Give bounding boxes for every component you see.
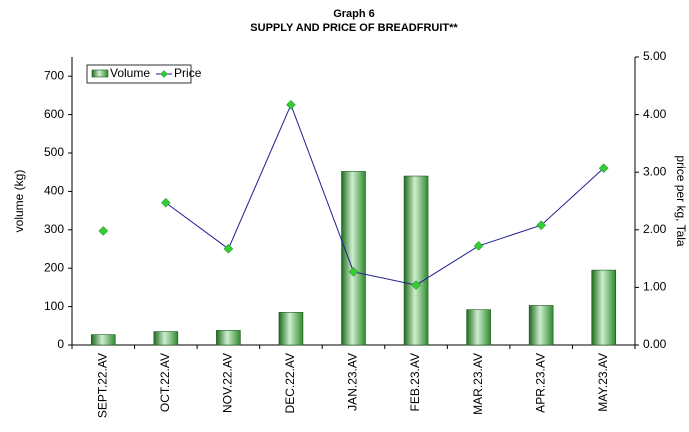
legend-label: Price	[174, 66, 202, 80]
legend-label: Volume	[110, 66, 150, 80]
bar	[591, 269, 617, 346]
x-tick-label: MAY.23.AV	[596, 353, 610, 412]
price-marker	[286, 99, 296, 110]
bar	[341, 171, 366, 346]
x-tick-label: APR.23.AV	[533, 353, 547, 413]
y-tick-label: 400	[44, 184, 64, 198]
x-tick-label: OCT.22.AV	[158, 353, 172, 412]
price-marker	[473, 241, 484, 251]
bar	[528, 305, 554, 346]
x-tick-label: FEB.23.AV	[408, 353, 422, 411]
legend-box	[86, 64, 192, 84]
y-tick-label: 200	[44, 260, 64, 274]
y2-tick-label: 5.00	[643, 49, 667, 63]
y2-tick-label: 2.00	[643, 222, 667, 236]
x-tick-label: DEC.22.AV	[283, 353, 297, 413]
y-tick-label: 300	[44, 222, 64, 236]
legend-marker	[160, 70, 168, 78]
y2-tick-label: 3.00	[643, 164, 667, 178]
x-tick-label: JAN.23.AV	[346, 353, 360, 411]
y-tick-label: 700	[44, 68, 64, 82]
x-tick-label: SEPT.22.AV	[95, 353, 109, 418]
price-marker	[223, 243, 234, 254]
y-tick-label: 500	[44, 145, 64, 159]
price-marker	[411, 280, 421, 290]
y2-tick-label: 4.00	[643, 107, 667, 121]
y2-tick-label: 0.00	[643, 337, 667, 351]
x-tick-label: NOV.22.AV	[221, 353, 235, 413]
price-marker	[536, 220, 547, 231]
legend: Volume Price	[86, 64, 202, 84]
x-tick-label: MAR.23.AV	[471, 353, 485, 415]
bar	[153, 331, 179, 346]
y2-axis-label: price per kg, Tala	[674, 155, 688, 246]
bar	[403, 175, 429, 346]
bar	[466, 309, 491, 346]
y-tick-label: 100	[44, 299, 64, 313]
y2-tick-label: 1.00	[643, 280, 667, 294]
price-marker	[160, 197, 171, 208]
bar	[90, 334, 116, 346]
chart-subtitle: SUPPLY AND PRICE OF BREADFRUIT**	[250, 22, 458, 34]
y-tick-label: 600	[44, 107, 64, 121]
price-marker	[598, 163, 609, 174]
bar	[216, 330, 241, 346]
bar	[278, 312, 304, 346]
price-marker	[98, 226, 109, 236]
y-axis-label: volume (kg)	[12, 170, 26, 233]
chart-title: Graph 6	[333, 8, 375, 20]
price-line	[165, 103, 605, 286]
legend-swatch	[91, 69, 109, 78]
price-marker	[348, 266, 359, 277]
y-tick-label: 0	[57, 337, 64, 351]
